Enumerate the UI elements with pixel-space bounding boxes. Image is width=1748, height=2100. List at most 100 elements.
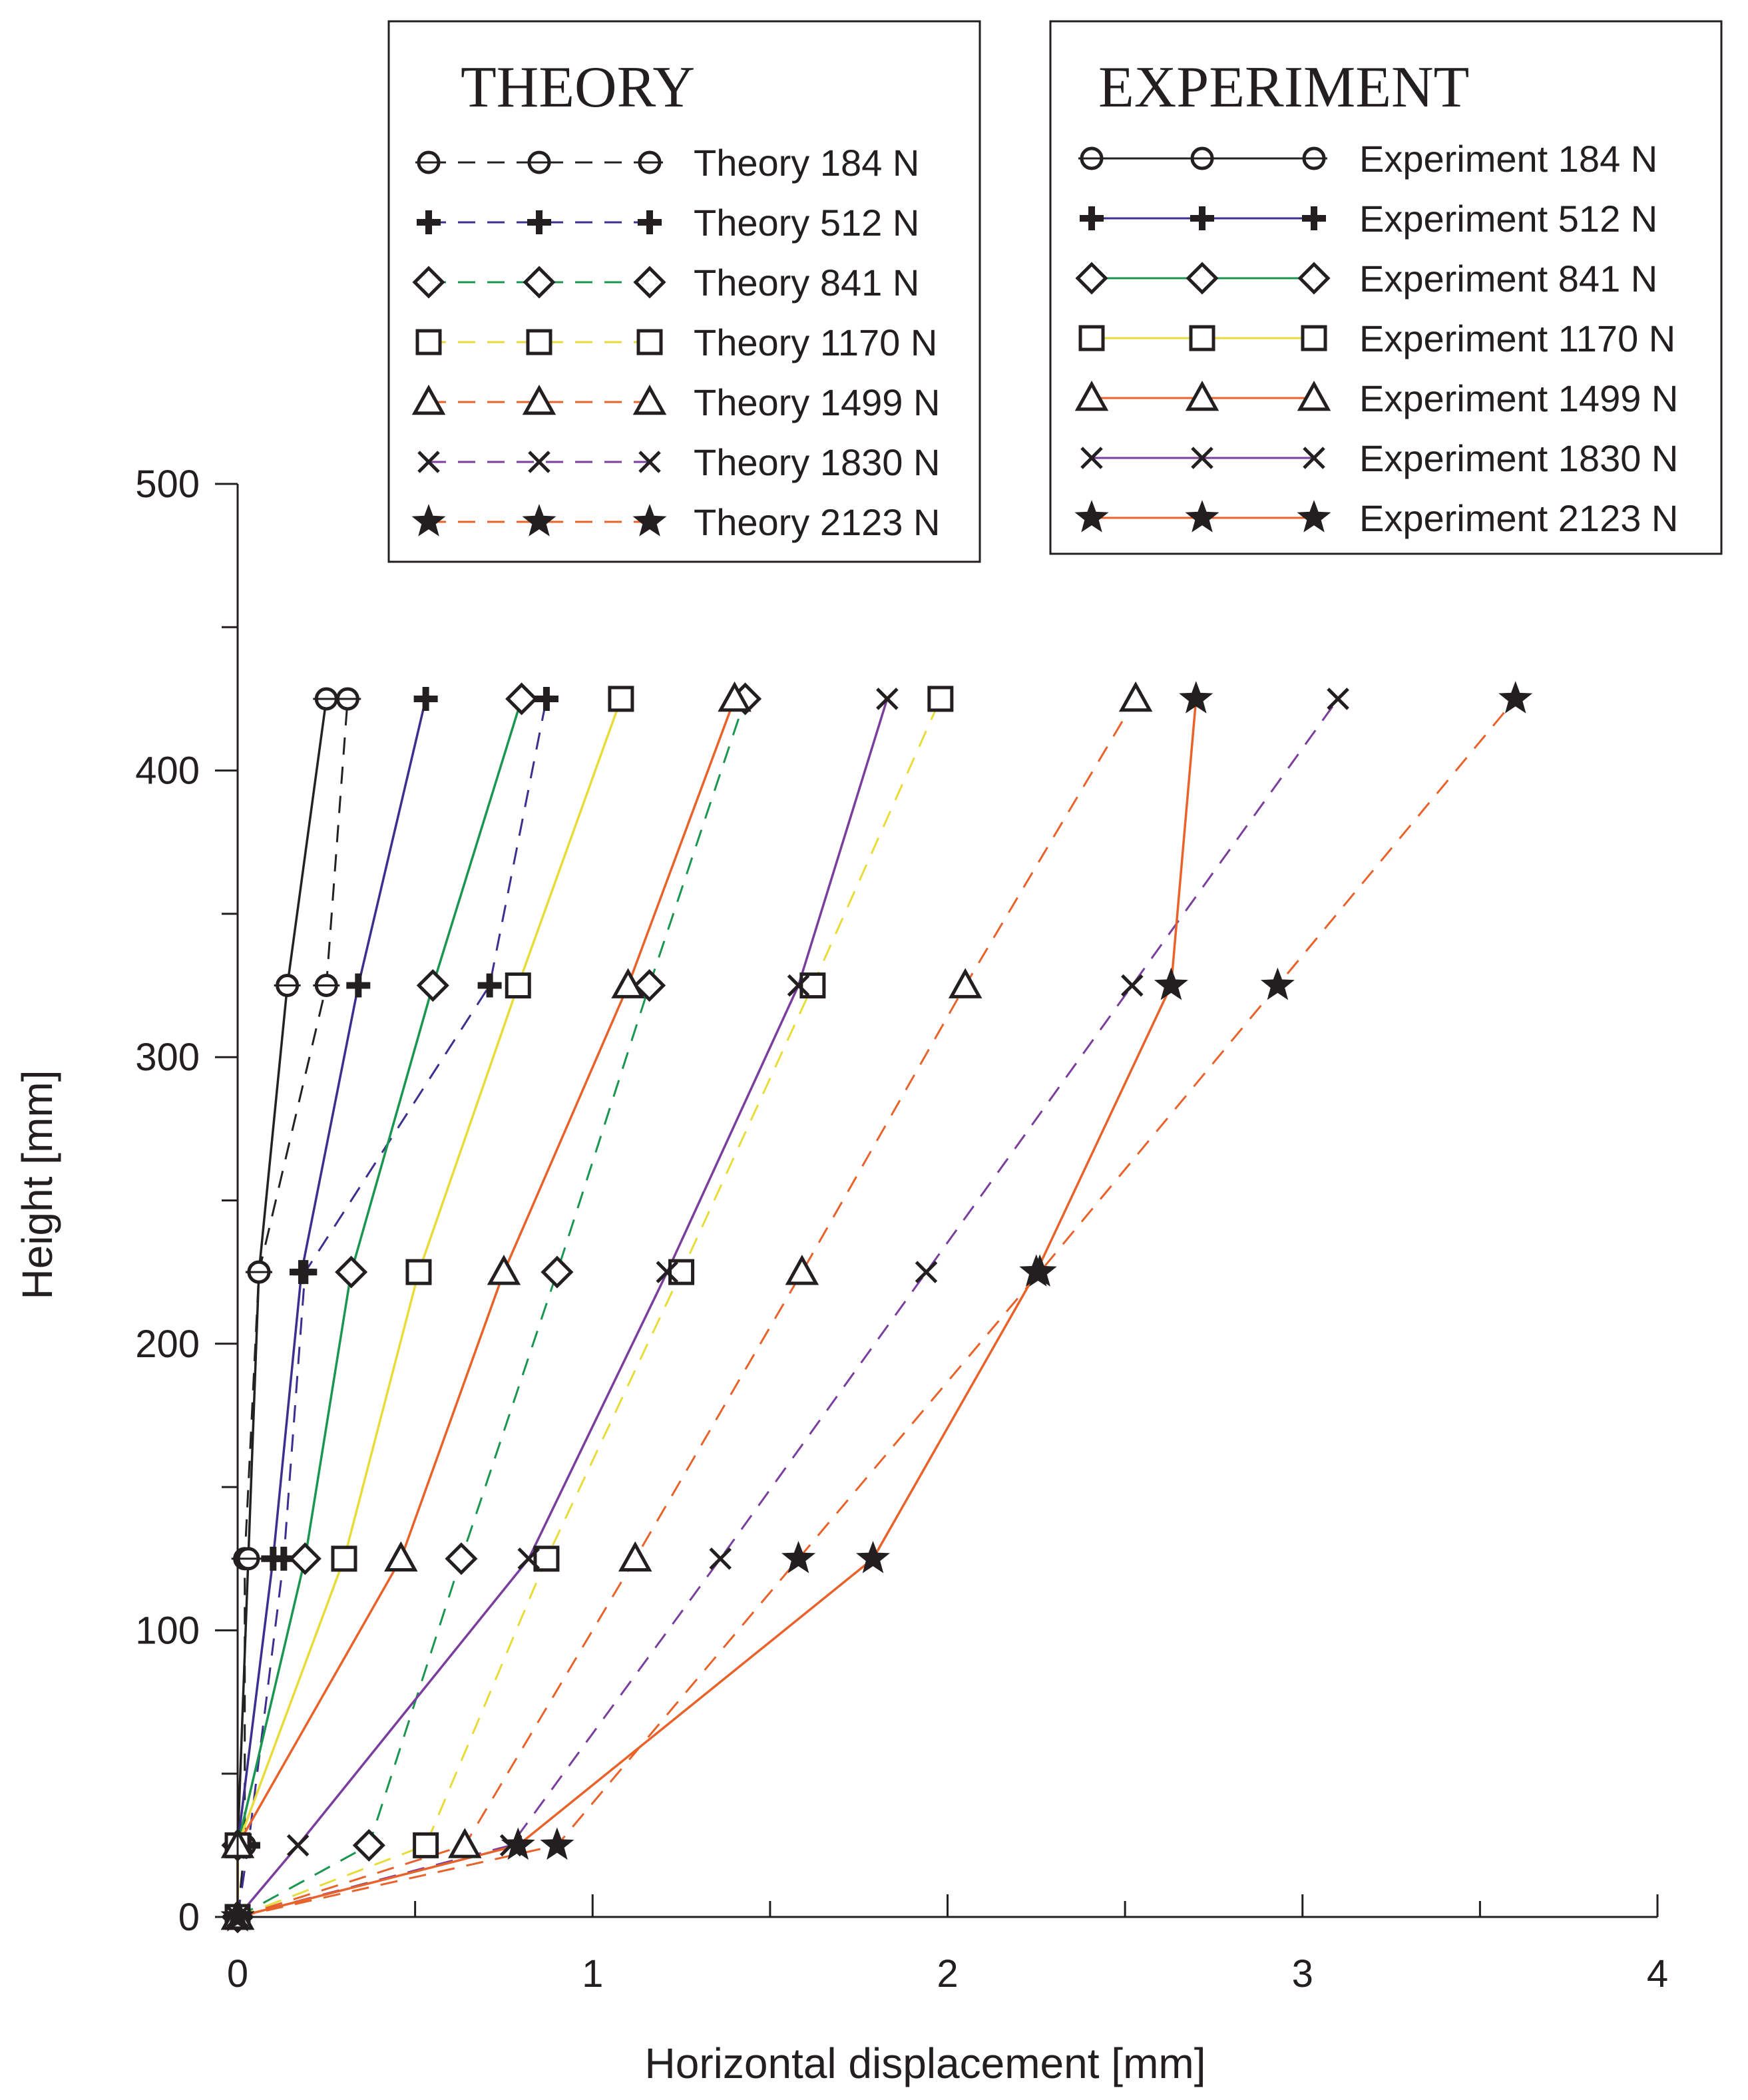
legend-marker: [632, 384, 667, 415]
legend-title: EXPERIMENT: [1098, 55, 1469, 120]
marker-stroke-b: [1303, 447, 1325, 469]
data-point-experiment-10-2: [331, 1546, 357, 1572]
data-point-experiment-7-3: [245, 1260, 272, 1284]
data-point-theory-4-3: [785, 1255, 819, 1285]
data-point-experiment-9-2: [288, 1542, 322, 1575]
legend-label: Experiment 184 N: [1359, 138, 1657, 180]
data-point-theory-3-5: [927, 686, 954, 712]
data-point-experiment-13-2: [855, 1540, 891, 1574]
legend-marker: [526, 150, 552, 174]
legend-marker: [636, 329, 663, 355]
data-point-experiment-11-5: [718, 681, 752, 712]
data-point-theory-4-5: [1118, 681, 1153, 712]
data-point-experiment-13-1: [501, 1827, 535, 1860]
data-point-theory-6-4: [1260, 967, 1295, 1000]
legend-marker: [1297, 500, 1331, 532]
legend-marker: [415, 150, 442, 174]
marker-stroke-b: [876, 688, 899, 710]
legend-label: Theory 1170 N: [694, 321, 937, 363]
data-point-theory-5-2: [709, 1547, 732, 1570]
marker-stroke-b: [709, 1547, 732, 1570]
x-tick-label: 4: [1647, 1952, 1668, 1995]
marker-stroke-b: [1080, 447, 1103, 469]
series-line-theory-4: [237, 698, 1137, 1918]
legend-marker: [526, 329, 552, 355]
data-point-experiment-10-4: [505, 972, 531, 999]
legend-label: Theory 2123 N: [694, 501, 940, 543]
x-tick-label: 3: [1292, 1952, 1313, 1995]
legend-marker: [633, 266, 666, 299]
legend-marker: [522, 384, 556, 415]
data-point-experiment-8-3: [289, 1260, 314, 1285]
legend-label: Experiment 1830 N: [1359, 437, 1678, 479]
legend-marker: [1301, 146, 1327, 170]
data-point-experiment-11-4: [611, 968, 645, 998]
legend-marker: [632, 504, 667, 536]
data-point-theory-6-5: [1498, 681, 1533, 714]
marker-stroke-b: [528, 451, 550, 473]
legend-theory: THEORY Theory 184 N Theory 512 N Theory 841…: [387, 20, 981, 563]
legend-label: Theory 184 N: [694, 142, 919, 184]
marker-stroke-b: [1191, 447, 1213, 469]
data-point-theory-1-4: [477, 973, 502, 998]
data-point-experiment-11-3: [487, 1255, 521, 1285]
data-point-experiment-7-5: [313, 687, 340, 711]
legend-label: Experiment 1499 N: [1359, 377, 1678, 419]
legend-marker: [1185, 380, 1219, 411]
legend-marker: [1078, 146, 1105, 170]
legend-marker: [1074, 380, 1109, 411]
legend-title: THEORY: [461, 55, 695, 120]
data-point-theory-2-2: [445, 1542, 478, 1575]
data-point-experiment-12-5: [876, 688, 899, 710]
y-tick-label: 500: [135, 463, 200, 506]
data-point-experiment-11-2: [384, 1541, 418, 1572]
legend-marker: [638, 210, 662, 234]
data-point-experiment-10-3: [405, 1259, 432, 1285]
data-point-theory-2-4: [633, 969, 666, 1002]
legend-label: Experiment 512 N: [1359, 198, 1657, 240]
y-tick-label: 300: [135, 1036, 200, 1079]
data-point-experiment-9-4: [416, 969, 449, 1002]
data-point-theory-3-1: [413, 1832, 439, 1858]
data-point-theory-2-3: [541, 1255, 574, 1289]
data-point-theory-5-3: [915, 1261, 938, 1283]
legend-marker: [1189, 325, 1215, 351]
legend-marker: [1303, 447, 1325, 469]
marker-stroke-b: [656, 1261, 679, 1283]
legend-marker: [522, 504, 556, 536]
y-tick-label: 400: [135, 749, 200, 793]
legend-experiment: EXPERIMENT Experiment 184 N Experiment 512…: [1049, 20, 1723, 555]
legend-marker: [417, 210, 441, 234]
marker-stroke-b: [638, 451, 661, 473]
legend-marker: [1189, 146, 1215, 170]
marker-stroke-b: [1121, 974, 1144, 997]
data-point-experiment-13-3: [1019, 1254, 1054, 1287]
y-tick-label: 0: [178, 1896, 200, 1939]
data-point-experiment-13-4: [1154, 967, 1189, 1000]
data-point-experiment-7-2: [234, 1547, 262, 1571]
legend-marker: [1074, 500, 1109, 532]
series-line-theory-2: [237, 698, 746, 1918]
data-point-experiment-10-5: [608, 686, 634, 712]
x-tick-label: 1: [582, 1952, 603, 1995]
legend-label: Theory 1499 N: [694, 381, 940, 423]
legend-frame: [387, 20, 981, 563]
y-axis-title: Height [mm]: [13, 1070, 61, 1300]
legend-marker: [411, 384, 446, 415]
legend-marker: [1297, 380, 1331, 411]
marker-stroke-b: [286, 1834, 310, 1857]
data-point-experiment-12-4: [787, 974, 810, 997]
data-point-experiment-9-5: [505, 682, 539, 716]
data-point-theory-1-5: [534, 686, 558, 711]
legend-marker: [1080, 206, 1104, 230]
legend-marker: [411, 504, 446, 536]
data-point-experiment-8-5: [413, 686, 438, 711]
data-point-experiment-9-3: [335, 1255, 368, 1289]
legend-marker: [417, 451, 440, 473]
data-point-experiment-8-4: [346, 973, 371, 998]
y-tick-label: 200: [135, 1323, 200, 1366]
data-point-theory-3-2: [533, 1546, 560, 1572]
data-point-experiment-12-1: [286, 1834, 310, 1857]
legend-marker: [636, 150, 663, 174]
